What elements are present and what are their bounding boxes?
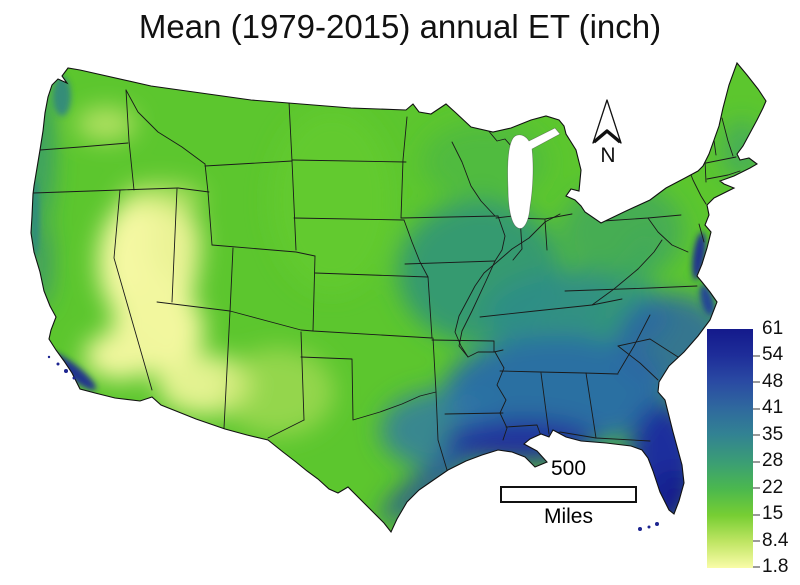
colorbar-label: 35: [762, 424, 784, 445]
lake-michigan: [507, 127, 561, 229]
colorbar-label: 54: [762, 344, 784, 365]
colorbar-label: 15: [762, 503, 784, 524]
scale-bar-unit: Miles: [543, 505, 593, 528]
colorbar-label: 48: [762, 371, 784, 392]
colorbar-label: 28: [762, 450, 784, 471]
colorbar-label: 41: [762, 397, 784, 418]
colorbar-label: 1.8: [762, 556, 789, 577]
colorbar-label: 22: [762, 477, 784, 498]
island-dots: [47, 355, 659, 531]
scale-bar-distance: 500: [550, 457, 587, 480]
colorbar-label: 8.4: [762, 530, 789, 551]
map-title: Mean (1979-2015) annual ET (inch): [138, 8, 662, 45]
state-borders: [32, 89, 741, 471]
north-arrow-icon: [592, 99, 622, 144]
colorbar-gradient: [707, 329, 753, 568]
scale-bar: [500, 486, 637, 503]
colorbar-label: 61: [762, 318, 784, 339]
north-arrow-label: N: [600, 144, 616, 167]
